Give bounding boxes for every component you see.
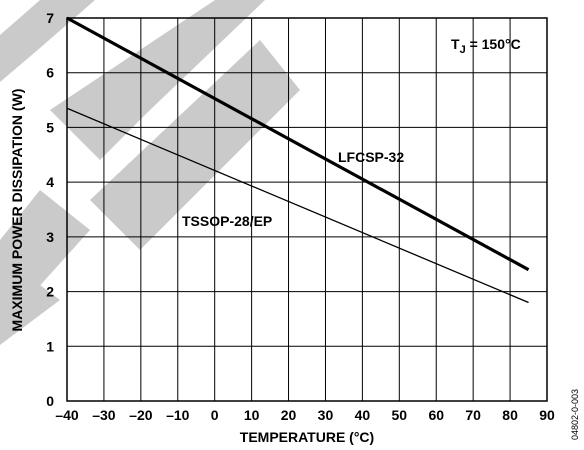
figure-reference-code: 04802-0-003 bbox=[570, 389, 580, 440]
x-axis-ticks: –40 –30 –20 –10 0 10 20 30 40 50 60 70 80 90 bbox=[55, 407, 555, 423]
series-line-lfcsp-32 bbox=[66, 16, 530, 272]
x-tick-label: 10 bbox=[244, 407, 260, 423]
x-axis-title: TEMPERATURE (°C) bbox=[240, 429, 374, 445]
series-lines bbox=[66, 16, 530, 304]
series-label-tssop: TSSOP-28/EP bbox=[182, 213, 272, 229]
y-tick-label: 1 bbox=[46, 338, 54, 354]
annotation-value: = 150°C bbox=[466, 36, 521, 52]
x-tick-label: –30 bbox=[92, 407, 116, 423]
x-tick-label: 40 bbox=[355, 407, 371, 423]
y-axis-title: MAXIMUM POWER DISSIPATION (W) bbox=[9, 89, 25, 332]
y-tick-label: 4 bbox=[46, 174, 54, 190]
y-tick-label: 6 bbox=[46, 65, 54, 81]
x-tick-label: 50 bbox=[392, 407, 408, 423]
x-tick-label: 90 bbox=[539, 407, 555, 423]
x-tick-label: –40 bbox=[55, 407, 79, 423]
annotation-main: T bbox=[451, 36, 460, 52]
junction-temp-annotation: TJ = 150°C bbox=[451, 36, 521, 56]
x-tick-label: 60 bbox=[428, 407, 444, 423]
x-tick-label: 80 bbox=[502, 407, 518, 423]
y-tick-label: 0 bbox=[46, 393, 54, 409]
plot-border bbox=[66, 17, 548, 402]
y-axis-ticks: 0 1 2 3 4 5 6 7 bbox=[46, 10, 54, 409]
x-tick-label: 0 bbox=[211, 407, 219, 423]
x-tick-label: 30 bbox=[318, 407, 334, 423]
x-tick-label: –20 bbox=[129, 407, 153, 423]
annotation-subscript: J bbox=[460, 44, 466, 56]
draft-watermark bbox=[0, 0, 300, 345]
series-label-lfcsp: LFCSP-32 bbox=[338, 149, 404, 165]
x-tick-label: –10 bbox=[166, 407, 190, 423]
grid-lines bbox=[67, 18, 547, 401]
x-tick-label: 70 bbox=[465, 407, 481, 423]
y-tick-label: 3 bbox=[46, 229, 54, 245]
y-tick-label: 7 bbox=[46, 10, 54, 26]
x-tick-label: 20 bbox=[281, 407, 297, 423]
y-tick-label: 2 bbox=[46, 284, 54, 300]
y-tick-label: 5 bbox=[46, 119, 54, 135]
plot-frame bbox=[66, 17, 548, 402]
series-line-tssop-28-ep bbox=[66, 107, 529, 304]
